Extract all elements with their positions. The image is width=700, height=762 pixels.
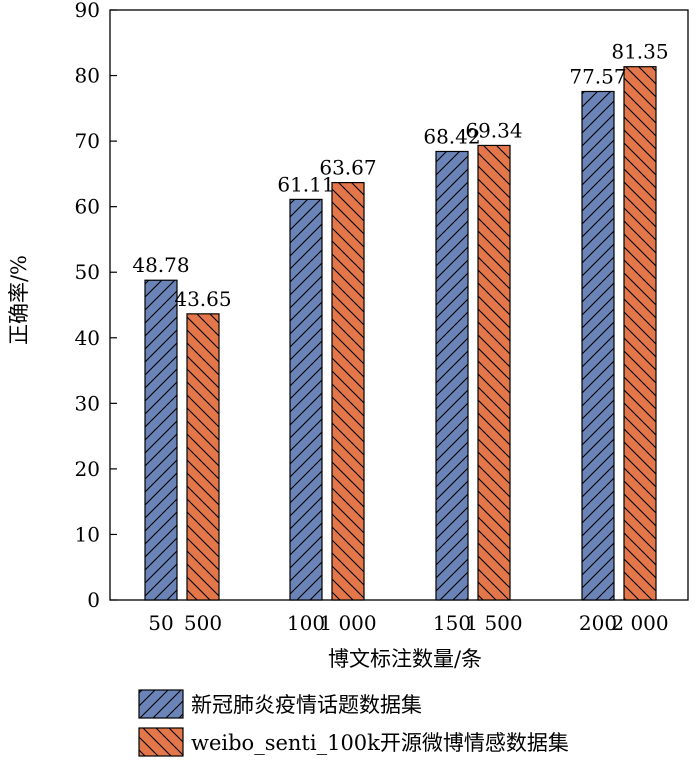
bar-series-2-group-3 <box>477 144 511 601</box>
legend: 新冠肺炎疫情话题数据集 weibo_senti_100k开源微博情感数据集 <box>138 689 569 757</box>
x-tick-label: 1 000 <box>319 611 376 635</box>
x-tick-label: 150 <box>433 611 471 635</box>
y-tick-label: 50 <box>75 260 100 284</box>
data-label: 77.57 <box>569 64 626 88</box>
bar-series-2-group-4 <box>623 66 657 601</box>
x-tick-label: 200 <box>579 611 617 635</box>
y-tick-label: 80 <box>75 64 100 88</box>
data-label: 61.11 <box>277 172 334 196</box>
x-tick-label: 100 <box>287 611 325 635</box>
legend-label-series-2: weibo_senti_100k开源微博情感数据集 <box>191 731 569 755</box>
data-label: 48.78 <box>132 253 189 277</box>
y-axis-title: 正确率/% <box>7 255 31 345</box>
x-axis-title: 博文标注数量/条 <box>328 647 482 671</box>
y-tick-label: 60 <box>75 195 100 219</box>
bar-series-1-group-2 <box>289 198 323 601</box>
y-tick-label: 70 <box>75 129 100 153</box>
y-tick-label: 10 <box>75 522 100 546</box>
y-tick-label: 30 <box>75 391 100 415</box>
legend-swatch-series-2 <box>138 727 184 757</box>
y-tick-label: 20 <box>75 457 100 481</box>
data-label: 43.65 <box>174 287 231 311</box>
x-tick-label: 500 <box>184 611 222 635</box>
bar-series-2-group-2 <box>331 182 365 601</box>
legend-label-series-1: 新冠肺炎疫情话题数据集 <box>191 693 422 717</box>
y-tick-label: 90 <box>75 0 100 22</box>
bar-series-1-group-1 <box>144 279 178 601</box>
data-label: 63.67 <box>319 156 376 180</box>
x-tick-label: 2 000 <box>611 611 668 635</box>
legend-swatch-series-1 <box>138 689 184 719</box>
bar-series-2-group-1 <box>186 313 220 601</box>
y-tick-label: 0 <box>87 588 100 612</box>
data-label: 81.35 <box>611 40 668 64</box>
y-tick-label: 40 <box>75 326 100 350</box>
x-tick-label: 1 500 <box>465 611 522 635</box>
data-label: 69.34 <box>465 118 522 142</box>
x-tick-label: 50 <box>148 611 173 635</box>
bar-series-1-group-4 <box>581 90 615 601</box>
data-label: 68.42 <box>423 124 480 148</box>
bar-series-1-group-3 <box>435 150 469 601</box>
bars <box>144 66 657 601</box>
plot-frame <box>109 9 689 601</box>
